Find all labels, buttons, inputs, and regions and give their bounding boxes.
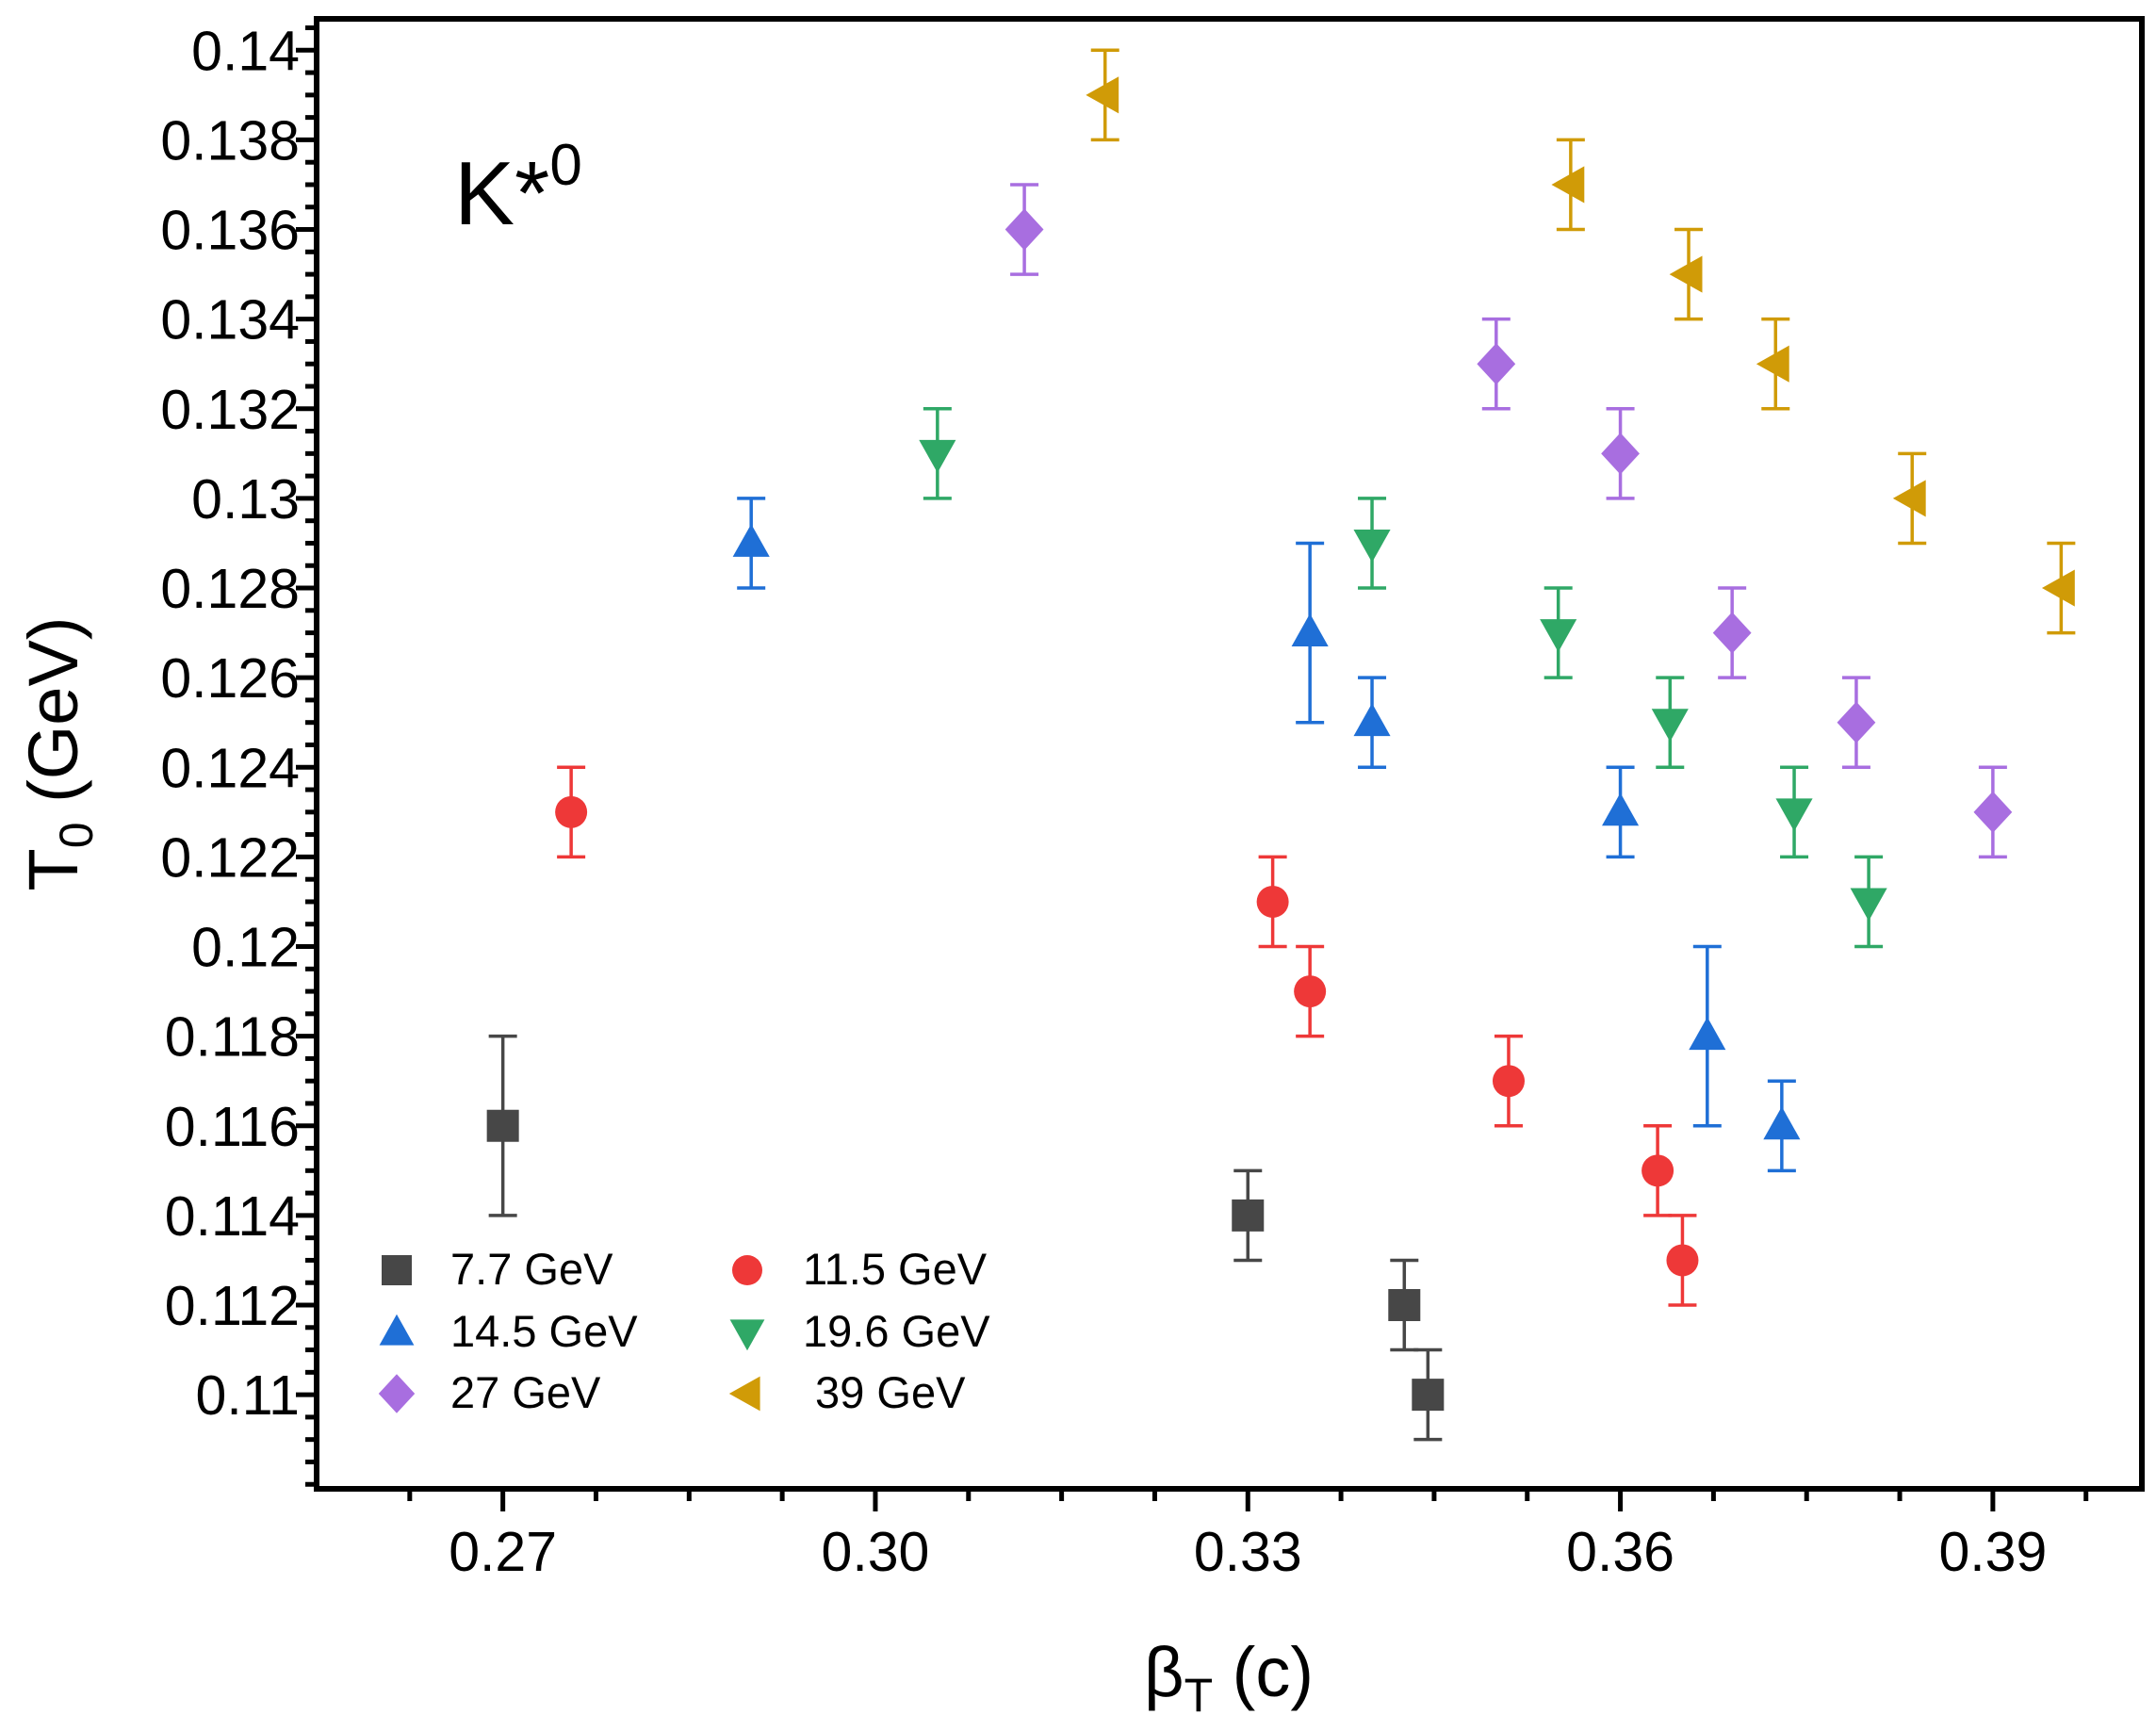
y-tick-label: 0.138 <box>160 109 300 171</box>
legend-item-14-5: 14.5 GeV <box>379 1306 638 1356</box>
legend-marker-triangle-up <box>379 1314 415 1346</box>
data-point-diamond <box>1601 433 1640 475</box>
data-point-circle <box>555 795 588 828</box>
data-point-triangle-up <box>1763 1106 1801 1140</box>
data-point-triangle-down <box>1850 888 1887 922</box>
particle-annotation: K*0 <box>454 133 582 244</box>
y-tick-label: 0.132 <box>160 379 300 441</box>
data-point-triangle-left <box>1086 76 1119 114</box>
data-point-circle <box>1492 1065 1525 1098</box>
legend-label-14-5: 14.5 GeV <box>450 1306 638 1356</box>
data-point-triangle-left <box>1756 345 1789 383</box>
y-tick-label: 0.112 <box>165 1275 300 1337</box>
y-tick-label: 0.122 <box>160 826 300 889</box>
x-tick-label: 0.27 <box>449 1521 557 1583</box>
data-point-triangle-up <box>1689 1017 1726 1051</box>
data-point-triangle-down <box>1353 530 1391 563</box>
y-tick-label: 0.136 <box>160 200 300 262</box>
data-point-triangle-down <box>1775 798 1813 832</box>
legend-label-11-5: 11.5 GeV <box>803 1244 988 1294</box>
data-point-square <box>486 1109 519 1142</box>
x-tick-label: 0.33 <box>1194 1521 1302 1583</box>
y-tick-label: 0.14 <box>191 20 300 82</box>
x-axis-title: βT (c) <box>1144 1633 1314 1722</box>
y-tick-label: 0.128 <box>160 558 300 620</box>
series-square <box>486 1034 1445 1442</box>
data-point-square <box>1388 1289 1421 1321</box>
data-point-triangle-down <box>919 439 956 473</box>
legend-label-27: 27 GeV <box>450 1367 601 1417</box>
y-tick-label: 0.118 <box>165 1006 300 1069</box>
legend-item-11-5: 11.5 GeV <box>732 1244 988 1294</box>
annotation-sup: 0 <box>549 133 581 198</box>
y-tick-label: 0.124 <box>160 737 300 799</box>
y-axis-title: T0 (GeV) <box>14 617 103 891</box>
data-point-triangle-up <box>1353 703 1391 737</box>
data-point-triangle-left <box>1551 166 1585 204</box>
y-axis-title-sub: 0 <box>50 822 103 848</box>
data-point-triangle-down <box>1651 709 1689 743</box>
series-triangle-down <box>919 407 1887 949</box>
legend-item-7-7: 7.7 GeV <box>382 1244 613 1294</box>
data-point-diamond <box>1004 208 1044 251</box>
x-tick-labels: 0.27 0.30 0.33 0.36 0.39 <box>449 1521 2047 1583</box>
x-axis-title-main: β <box>1144 1633 1184 1711</box>
x-axis-title-rest: (c) <box>1213 1633 1314 1711</box>
legend-item-19-6: 19.6 GeV <box>729 1306 990 1356</box>
y-tick-label: 0.126 <box>160 647 300 710</box>
data-point-square <box>1232 1199 1265 1232</box>
x-tick-label: 0.36 <box>1566 1521 1674 1583</box>
data-point-triangle-down <box>1540 619 1577 652</box>
y-tick-label: 0.114 <box>165 1185 300 1248</box>
legend-item-39: 39 GeV <box>728 1367 966 1417</box>
data-points <box>486 48 2076 1442</box>
data-point-square <box>1412 1379 1445 1412</box>
data-point-triangle-up <box>1291 613 1329 647</box>
series-circle <box>555 765 1699 1307</box>
data-point-diamond <box>1837 701 1876 743</box>
series-triangle-left <box>1086 48 2076 635</box>
x-axis-title-sub: T <box>1184 1669 1214 1722</box>
legend-marker-diamond <box>378 1374 416 1413</box>
data-point-diamond <box>1712 612 1752 654</box>
y-tick-labels: 0.11 0.112 0.114 0.116 0.118 0.12 0.122 0.124 0.… <box>160 20 300 1427</box>
y-tick-label: 0.13 <box>191 468 300 531</box>
y-tick-label: 0.12 <box>191 917 300 979</box>
legend-marker-triangle-down <box>729 1319 765 1351</box>
data-point-triangle-left <box>1892 480 1926 517</box>
data-point-triangle-left <box>1669 255 1703 293</box>
legend-label-39: 39 GeV <box>803 1367 966 1417</box>
legend-item-27: 27 GeV <box>378 1367 601 1417</box>
y-tick-label: 0.11 <box>196 1364 300 1427</box>
legend: 7.7 GeV 11.5 GeV 14.5 GeV 19.6 GeV 27 Ge… <box>378 1244 990 1417</box>
data-point-triangle-left <box>2041 569 2075 607</box>
annotation-base: K* <box>454 143 549 244</box>
y-axis-title-main: T <box>14 848 92 890</box>
data-point-triangle-up <box>1602 792 1640 826</box>
legend-marker-square <box>382 1255 412 1285</box>
legend-marker-circle <box>732 1255 762 1285</box>
x-tick-label: 0.39 <box>1938 1521 2047 1583</box>
data-point-circle <box>1256 885 1289 918</box>
legend-label-7-7: 7.7 GeV <box>450 1244 613 1294</box>
data-point-circle <box>1294 975 1327 1008</box>
plot-frame <box>314 16 2145 1492</box>
data-point-triangle-up <box>732 524 770 557</box>
data-point-diamond <box>1973 791 2013 833</box>
legend-label-19-6: 19.6 GeV <box>803 1306 990 1356</box>
data-point-circle <box>1666 1244 1699 1277</box>
y-tick-label: 0.116 <box>165 1096 300 1158</box>
y-axis-title-rest: (GeV) <box>14 617 92 823</box>
series-diamond <box>1004 183 2013 859</box>
y-tick-label: 0.134 <box>160 289 300 351</box>
data-point-circle <box>1642 1154 1674 1187</box>
legend-marker-triangle-left <box>728 1376 760 1412</box>
x-tick-label: 0.30 <box>822 1521 930 1583</box>
series-triangle-up <box>732 497 1801 1173</box>
data-point-diamond <box>1477 343 1516 385</box>
